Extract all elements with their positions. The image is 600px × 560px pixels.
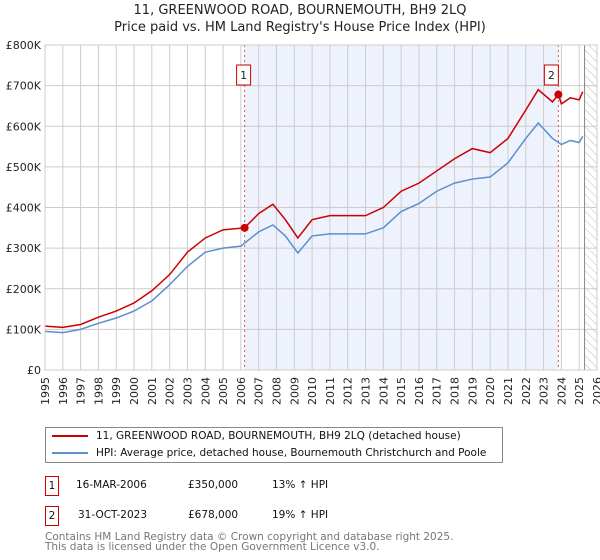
x-tick-label: 2000: [128, 377, 141, 405]
transaction-date: 31-OCT-2023: [78, 509, 147, 521]
y-tick-label: £0: [27, 364, 41, 377]
x-tick-label: 1995: [39, 377, 52, 405]
x-tick-label: 1998: [92, 377, 105, 405]
x-tick-label: 2023: [538, 377, 551, 405]
x-tick-label: 2016: [413, 377, 426, 405]
x-tick-label: 2022: [520, 377, 533, 405]
x-tick-label: 1996: [57, 377, 70, 405]
plot-area: 1995 1996 1997 1998 1999 2000 2001 2002 2003 2004…: [6, 39, 600, 405]
x-tick-label: 2020: [484, 377, 497, 405]
hpi-line: [44, 121, 584, 334]
transaction-price: £678,000: [188, 509, 239, 521]
y-tick-label: £400K: [6, 202, 42, 215]
legend-label: HPI: Average price, detached house, Bour…: [96, 447, 487, 459]
annotation-box: [543, 64, 559, 86]
x-tick-label: 2004: [199, 377, 212, 405]
x-tick-label: 2007: [253, 377, 266, 405]
price-paid-line: [44, 88, 584, 329]
x-tick-label: 2014: [377, 377, 390, 405]
x-tick-label: 2025: [573, 377, 586, 405]
footer-line: This data is licensed under the Open Gov…: [45, 541, 380, 553]
legend-item-property: 11, GREENWOOD ROAD, BOURNEMOUTH, BH9 2LQ…: [52, 428, 461, 444]
legend-item-hpi: HPI: Average price, detached house, Bour…: [52, 445, 486, 461]
x-tick-label: 2006: [235, 377, 248, 405]
transaction-hpi: 19% ↑ HPI: [272, 509, 329, 521]
x-tick-label: 2024: [555, 377, 568, 405]
y-tick-label: £200K: [6, 283, 42, 296]
chart-title: 11, GREENWOOD ROAD, BOURNEMOUTH, BH9 2LQ: [133, 3, 467, 18]
x-tick-label: 2003: [181, 377, 194, 405]
annotation-label: 2: [548, 69, 555, 82]
y-tick-label: £500K: [6, 161, 42, 174]
legend: 11, GREENWOOD ROAD, BOURNEMOUTH, BH9 2LQ…: [45, 427, 503, 463]
y-tick-label: £300K: [6, 242, 42, 255]
y-tick-label: £100K: [6, 323, 42, 336]
x-tick-label: 1999: [110, 377, 123, 405]
annotation-label: 1: [240, 69, 247, 82]
y-tick-label: £700K: [6, 80, 42, 93]
x-tick-label: 2005: [217, 377, 230, 405]
transaction-date: 16-MAR-2006: [76, 479, 147, 491]
x-tick-label: 2021: [502, 377, 515, 405]
marker-badge: 1: [45, 476, 59, 496]
x-tick-label: 2013: [360, 377, 373, 405]
legend-swatch-red: [52, 435, 88, 437]
y-tick-label: £800K: [6, 39, 42, 52]
footer-line: Contains HM Land Registry data © Crown c…: [45, 531, 454, 543]
x-tick-label: 2019: [466, 377, 479, 405]
x-tick-label: 2010: [306, 377, 319, 405]
x-tick-label: 2026: [591, 377, 600, 405]
plot-border: [44, 44, 598, 371]
x-tick-label: 2017: [431, 377, 444, 405]
sale-point: [554, 90, 563, 99]
sale-point: [240, 223, 249, 232]
y-tick-label: £600K: [6, 120, 42, 133]
x-tick-label: 2001: [146, 377, 159, 405]
marker-badge: 2: [45, 506, 59, 526]
transaction-price: £350,000: [188, 479, 239, 491]
legend-swatch-blue: [52, 452, 88, 454]
transaction-hpi: 13% ↑ HPI: [272, 479, 329, 491]
chart-subtitle: Price paid vs. HM Land Registry's House …: [114, 20, 486, 35]
footer: Contains HM Land Registry data © Crown c…: [45, 531, 454, 553]
x-tick-label: 2008: [270, 377, 283, 405]
x-tick-label: 2009: [288, 377, 301, 405]
x-tick-label: 2012: [342, 377, 355, 405]
legend-label: 11, GREENWOOD ROAD, BOURNEMOUTH, BH9 2LQ…: [96, 430, 461, 442]
x-tick-label: 2015: [395, 377, 408, 405]
x-tick-label: 2002: [164, 377, 177, 405]
x-tick-label: 1997: [75, 377, 88, 405]
x-tick-label: 2011: [324, 377, 337, 405]
x-tick-label: 2018: [449, 377, 462, 405]
annotation-box: [236, 64, 252, 86]
